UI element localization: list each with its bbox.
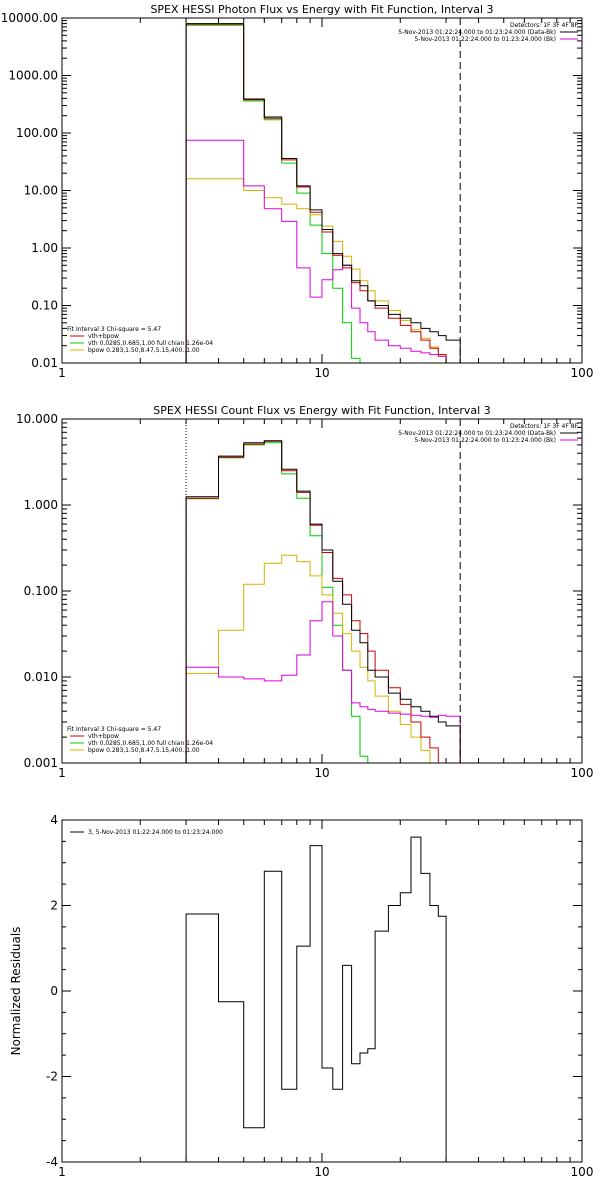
y-tick-label: 0	[50, 984, 58, 998]
header-line: 5-Nov-2013 01:22:24.000 to 01:23:24.000 …	[398, 430, 556, 437]
x-tick-label: 100	[571, 766, 594, 780]
series-line-bpow	[185, 178, 461, 363]
y-tick-label: 100.00	[16, 126, 58, 140]
legend-entry: vth 0.0285,0.685,1.00 full chian 1.26e-0…	[88, 340, 213, 347]
chart-title: SPEX HESSI Photon Flux vs Energy with Fi…	[150, 3, 493, 16]
x-tick-label: 1	[58, 766, 66, 780]
series-group	[185, 440, 461, 763]
y-tick-label: 1.000	[24, 498, 58, 512]
x-tick-label: 1	[58, 1165, 66, 1179]
y-tick-label: 10.000	[16, 412, 58, 426]
legend-title: Fit Interval 3 Chi-square = 5.47	[67, 726, 161, 733]
y-tick-label: -4	[46, 1155, 58, 1169]
series-line-data-bk	[185, 440, 461, 763]
y-tick-label: 1000.00	[8, 69, 58, 83]
y-tick-label: 0.001	[24, 756, 58, 770]
y-tick-label: 10000.00	[1, 11, 58, 25]
legend-entry: vth+bpow	[88, 733, 119, 740]
header-line: 5-Nov-2013 01:22:24.000 to 01:23:24.000 …	[398, 29, 556, 36]
y-tick-label: 0.01	[31, 356, 58, 370]
x-tick-label: 10	[314, 1165, 329, 1179]
series-line-bk	[185, 601, 461, 763]
series-line-data-bk	[185, 23, 461, 363]
legend-title: Fit Interval 3 Chi-square = 5.47	[67, 326, 161, 333]
legend-entry: bpow 0.283,1.50,8.47,5.15,400.,1.00	[88, 347, 200, 354]
x-tick-label: 10	[314, 366, 329, 380]
chart-title: SPEX HESSI Count Flux vs Energy with Fit…	[153, 404, 490, 417]
y-tick-label: 4	[50, 813, 58, 827]
legend-entry: bpow 0.283,1.50,8.47,5.15,400.,1.00	[88, 747, 200, 754]
x-tick-label: 100	[571, 366, 594, 380]
y-tick-label: 1.00	[31, 241, 58, 255]
series-line-3-5-nov-2013-01-22-24-00	[185, 836, 447, 1162]
y-tick-label: 2	[50, 899, 58, 913]
series-line-bk	[185, 139, 461, 363]
series-line-bpow	[185, 554, 461, 763]
series-line-vth-bpow	[185, 23, 461, 363]
series-group	[185, 836, 447, 1162]
y-tick-label: 0.100	[24, 584, 58, 598]
header-line: Detectors: 1F 3F 4F 8F	[510, 22, 579, 29]
x-tick-label: 10	[314, 766, 329, 780]
legend-entry: vth+bpow	[88, 333, 119, 340]
legend-entry: 3, 5-Nov-2013 01:22:24.000 to 01:23:24.0…	[88, 829, 223, 836]
y-tick-label: 0.010	[24, 670, 58, 684]
y-tick-label: 0.10	[31, 299, 58, 313]
y-tick-label: 10.00	[24, 184, 58, 198]
y-axis-label: Normalized Residuals	[9, 927, 23, 1056]
header-line: Detectors: 1F 3F 4F 8F	[510, 423, 579, 430]
series-group	[185, 23, 461, 363]
header-line: 5-Nov-2013 01:22:24.000 to 01:23:24.000 …	[414, 437, 556, 444]
legend-entry: vth 0.0285,0.685,1.00 full chian 1.26e-0…	[88, 740, 213, 747]
residuals-panel: Normalized Residuals 1 10 100 -4 -2 0 2 4 3, 5-No…	[9, 813, 593, 1179]
x-tick-label: 100	[571, 1165, 594, 1179]
count-flux-panel: SPEX HESSI Count Flux vs Energy with Fit…	[16, 404, 593, 780]
y-tick-label: -2	[46, 1070, 58, 1084]
photon-flux-panel: SPEX HESSI Photon Flux vs Energy with Fi…	[1, 3, 594, 380]
header-line: 5-Nov-2013 01:22:24.000 to 01:23:24.000 …	[414, 36, 556, 43]
x-tick-label: 1	[58, 366, 66, 380]
